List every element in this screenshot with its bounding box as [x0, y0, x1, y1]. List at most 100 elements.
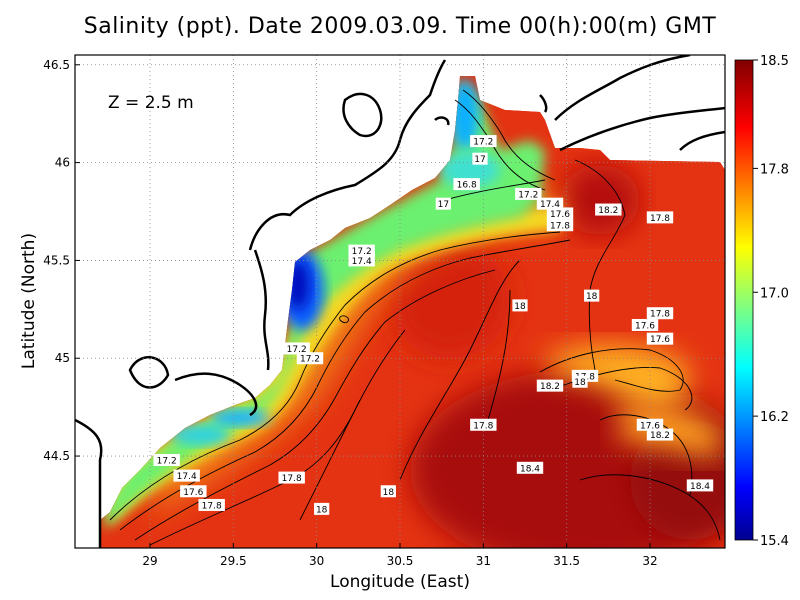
contour-label: 17.2	[153, 453, 180, 466]
contour-label-box	[636, 418, 664, 431]
contour-label-text: 17.4	[540, 200, 560, 210]
contour-label-text: 18.4	[690, 482, 710, 492]
contour-label-text: 17.4	[177, 472, 197, 482]
x-tick-label: 29	[142, 554, 157, 568]
contour-label-text: 18.2	[650, 431, 670, 441]
contour-label-text: 17.2	[300, 355, 320, 365]
colorbar-tick-label: 15.4	[760, 534, 789, 549]
contour-label-box	[296, 352, 324, 365]
contour-label: 17.8	[278, 471, 305, 484]
contour-label-text: 17.6	[650, 335, 670, 345]
contour-label-box	[515, 187, 542, 200]
contour-label: 17.6	[631, 318, 659, 331]
contour-label-text: 17	[438, 200, 449, 210]
contour-label-box	[278, 471, 305, 484]
contour-label-box	[546, 219, 574, 232]
colorbar	[734, 59, 754, 541]
contour-label: 17.2	[296, 352, 324, 365]
colorbar-tick-label: 16.2	[760, 410, 789, 425]
contour-label: 17.4	[348, 254, 375, 267]
contour-label-box	[348, 254, 375, 267]
contour-label-text: 17	[474, 155, 485, 165]
contour-label-box	[631, 318, 659, 331]
y-tick-label: 45	[55, 351, 70, 365]
contour-label-box	[435, 197, 451, 210]
contour-label-text: 18.4	[520, 464, 540, 474]
contour-label: 17	[435, 197, 451, 210]
contour-label-text: 17.6	[550, 210, 570, 220]
contour-label-text: 18	[383, 488, 395, 498]
contour-label: 18.4	[516, 461, 544, 474]
contour-label-box	[536, 379, 564, 392]
contour-label-text: 18.2	[598, 206, 618, 216]
contour-label-text: 16.8	[457, 181, 477, 191]
y-tick-label: 45.5	[43, 253, 70, 267]
contour-label-box	[348, 244, 375, 257]
colorbar-ticks: 18.5 17.8 17.0 16.2 15.4	[753, 54, 789, 549]
contour-label-box	[470, 418, 497, 431]
contour-label-box	[472, 152, 488, 165]
contour-label: 17.6	[636, 418, 664, 431]
contour-label: 18.4	[686, 479, 714, 492]
contour-label-text: 17.6	[640, 421, 660, 431]
x-axis-label: Longitude (East)	[330, 572, 470, 592]
contour-label: 17.8	[198, 498, 225, 511]
contour-label: 17.8	[470, 418, 497, 431]
contour-label: 16.8	[453, 178, 480, 191]
contour-label: 17.2	[515, 187, 542, 200]
x-tick-label: 30.5	[387, 554, 414, 568]
contour-label: 18	[512, 299, 528, 312]
contour-label-text: 17.8	[650, 214, 670, 224]
contour-label-text: 18	[586, 292, 598, 302]
contour-label: 17.2	[348, 244, 375, 257]
gridlines	[75, 55, 725, 548]
colorbar-tick-label: 17.8	[760, 162, 789, 177]
contour-label: 18	[314, 502, 330, 515]
contour-label-text: 17.8	[550, 222, 570, 232]
contour-label-text: 18	[316, 505, 328, 515]
contour-label: 18	[380, 485, 396, 498]
x-tick-label: 29.5	[220, 554, 247, 568]
contour-label-box	[470, 135, 497, 148]
contour-label-text: 17.8	[282, 474, 302, 484]
contour-label-box	[646, 428, 674, 441]
contour-label: 18	[584, 289, 600, 302]
contour-label-text: 17.6	[635, 321, 655, 331]
contour-label-box	[314, 502, 330, 515]
contour-label: 17.6	[180, 485, 207, 498]
x-tick-label: 30	[309, 554, 324, 568]
contour-label: 18	[572, 375, 588, 388]
contour-label-box	[686, 479, 714, 492]
contour-label: 18.2	[595, 203, 622, 216]
contour-label-box	[180, 485, 207, 498]
x-tick-label: 31	[476, 554, 491, 568]
contour-label-text: 17.6	[183, 488, 203, 498]
x-tick-label: 32	[642, 554, 657, 568]
depth-label: Z = 2.5 m	[108, 93, 194, 113]
contour-label-box	[453, 178, 480, 191]
contour-label-box	[173, 469, 200, 482]
contour-label-text: 17.2	[157, 456, 177, 466]
contour-label-box	[380, 485, 396, 498]
contour-label-text: 18	[574, 378, 586, 388]
contour-label: 17.4	[536, 197, 564, 210]
contour-label-text: 17.2	[518, 190, 538, 200]
contour-label-box	[283, 342, 310, 355]
colorbar-tick-label: 18.5	[760, 54, 789, 69]
contour-label-box	[646, 332, 674, 345]
contour-label-text: 17.2	[287, 345, 307, 355]
contour-label-text: 17.2	[352, 247, 372, 257]
contour-label: 18.2	[536, 379, 564, 392]
x-axis-ticks: 29 29.5 30 30.5 31 31.5 32	[142, 543, 658, 568]
colorbar-tick-label: 17.0	[760, 286, 789, 301]
x-tick-label: 31.5	[553, 554, 580, 568]
contour-label: 17.6	[546, 207, 574, 220]
y-axis-ticks: 44.5 45 45.5 46 46.5	[43, 58, 80, 463]
contour-label: 17.6	[646, 332, 674, 345]
contour-label-box	[646, 307, 674, 320]
contour-label: 17	[472, 152, 488, 165]
contour-label: 17.4	[173, 469, 200, 482]
contour-label-box	[536, 197, 564, 210]
